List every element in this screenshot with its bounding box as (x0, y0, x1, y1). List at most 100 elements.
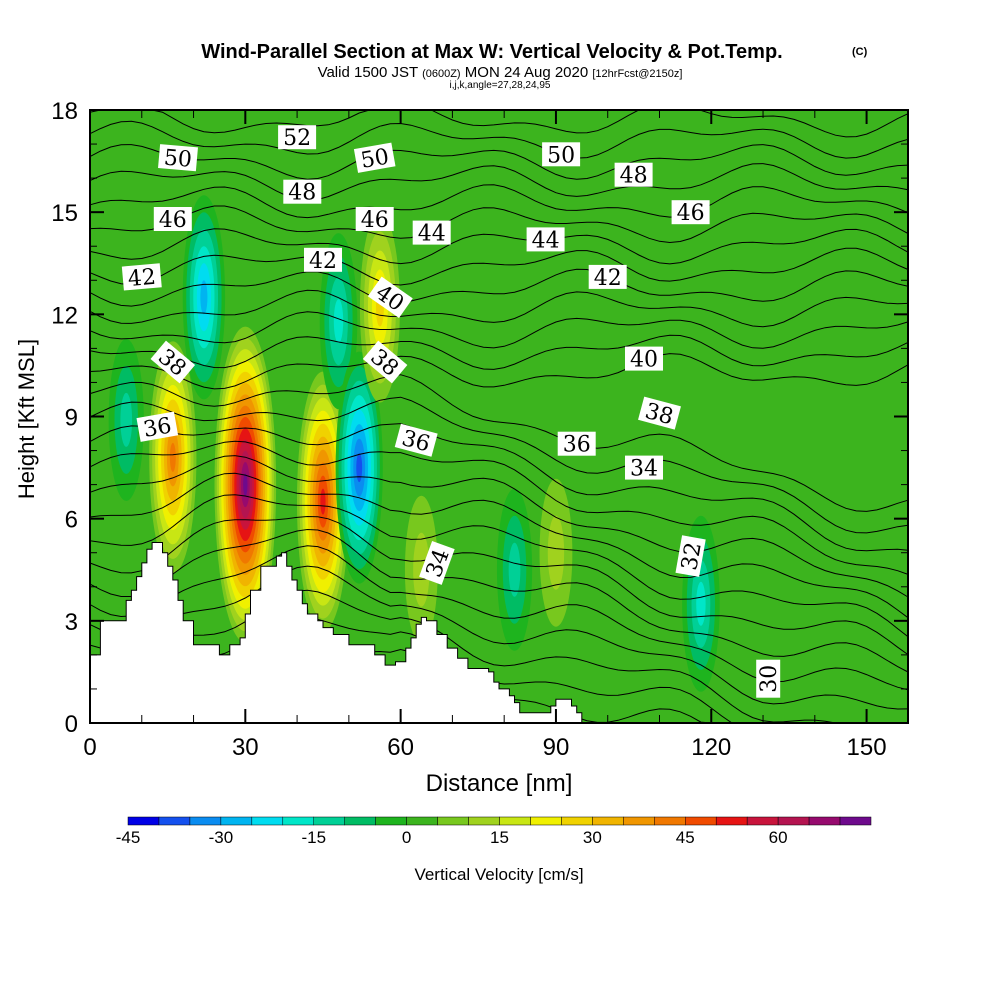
copyright-mark: (C) (852, 46, 868, 58)
theta-contour-line (89, 396, 909, 534)
theta-label: 46 (355, 207, 394, 233)
theta-contour-line (89, 228, 909, 265)
theta-label-text: 50 (163, 146, 193, 173)
colorbar-swatch (344, 816, 376, 826)
theta-label-text: 52 (283, 126, 311, 151)
x-axis-label: Distance [nm] (426, 770, 573, 797)
theta-contour-line (89, 589, 908, 724)
theta-label-bg (625, 455, 663, 480)
colorbar-swatch (499, 816, 531, 826)
theta-label-bg (614, 162, 653, 187)
theta-contour-line (89, 528, 909, 673)
colorbar-swatch (220, 816, 253, 826)
velocity-band (356, 453, 363, 483)
velocity-core (319, 233, 358, 410)
theta-label: 42 (588, 264, 627, 291)
theta-label: 30 (756, 659, 782, 698)
theta-label-text: 50 (359, 144, 391, 173)
theta-label-bg (756, 659, 781, 698)
theta-label: 42 (121, 263, 162, 292)
theta-label-bg (136, 411, 179, 442)
theta-label-text: 34 (630, 457, 658, 482)
velocity-band (243, 473, 248, 496)
theta-contour-line (89, 423, 909, 552)
colorbar-swatch (530, 816, 562, 826)
theta-contour-line (89, 374, 909, 512)
chart-title: Wind-Parallel Section at Max W: Vertical… (201, 41, 782, 63)
theta-label: 44 (526, 227, 565, 253)
theta-label-bg (394, 423, 438, 457)
chart-subtitle-indices: i,j,k,angle=27,28,24,95 (450, 80, 551, 91)
y-tick-label: 9 (65, 405, 78, 432)
y-tick-label: 12 (51, 302, 78, 329)
theta-label-bg (588, 264, 627, 289)
theta-contour-line (89, 334, 909, 370)
theta-label: 50 (158, 144, 198, 173)
theta-label-text: 44 (418, 222, 446, 247)
velocity-band (547, 515, 565, 590)
y-tick-label: 6 (65, 507, 78, 534)
x-tick-label: 0 (83, 734, 96, 761)
velocity-band (120, 392, 133, 447)
colorbar-swatch (437, 816, 469, 826)
theta-contour-line (89, 455, 909, 598)
theta-label-bg (671, 200, 710, 225)
field-background (90, 110, 908, 723)
x-tick-label: 90 (543, 734, 570, 761)
theta-label: 36 (557, 431, 596, 458)
colorbar-tick-label: 60 (769, 828, 788, 847)
theta-label-bg (625, 346, 663, 371)
theta-label-bg (362, 340, 408, 384)
theta-label-bg (638, 396, 681, 430)
theta-label: 36 (136, 411, 179, 443)
theta-label: 34 (625, 455, 663, 482)
colorbar-swatch (251, 816, 284, 826)
colorbar-swatch (561, 816, 593, 826)
colorbar-swatch (746, 816, 779, 826)
theta-label-text: 36 (142, 413, 174, 442)
theta-label-text: 46 (677, 201, 705, 226)
theta-label-text: 36 (563, 433, 591, 458)
theta-contour-line (89, 494, 909, 638)
colorbar-swatch (623, 816, 655, 826)
theta-label: 32 (675, 535, 707, 577)
colorbar-swatch (313, 816, 345, 826)
theta-label-text: 42 (127, 265, 157, 292)
colorbar-swatch (189, 816, 222, 826)
theta-label-bg (158, 144, 198, 172)
theta-label-bg (150, 340, 196, 384)
colorbar-tick-label: -45 (116, 828, 141, 847)
y-tick-label: 18 (51, 98, 78, 125)
colorbar-label: Vertical Velocity [cm/s] (414, 865, 583, 884)
theta-label-text: 42 (594, 266, 622, 291)
colorbar-swatch (808, 816, 841, 826)
colorbar-swatch (715, 816, 748, 826)
theta-label-text: 44 (532, 228, 560, 253)
velocity-band (413, 532, 430, 607)
theta-label-bg (153, 207, 192, 231)
velocity-band (333, 299, 344, 344)
theta-label-text: 30 (757, 665, 782, 693)
theta-label-text: 46 (159, 208, 187, 233)
colorbar-tick-label: 30 (583, 828, 602, 847)
theta-label-text: 48 (288, 181, 316, 206)
theta-label: 48 (614, 162, 653, 189)
colorbar-swatch (158, 816, 191, 826)
theta-contour-line (89, 440, 909, 575)
velocity-core (182, 195, 226, 400)
theta-label-bg (419, 540, 455, 585)
theta-label-bg (121, 263, 162, 291)
colorbar-swatch (127, 816, 160, 826)
subtitle-valid: Valid 1500 JST (318, 64, 418, 81)
theta-label-bg (283, 179, 322, 204)
colorbar-swatch (468, 816, 500, 826)
theta-contour-line (89, 205, 909, 244)
colorbar-tick-label: -30 (209, 828, 234, 847)
theta-label-bg (557, 431, 596, 456)
colorbar-swatch (839, 816, 872, 826)
velocity-core (108, 338, 144, 501)
velocity-core (496, 488, 533, 651)
velocity-core (214, 326, 277, 643)
theta-label: 36 (394, 423, 438, 457)
